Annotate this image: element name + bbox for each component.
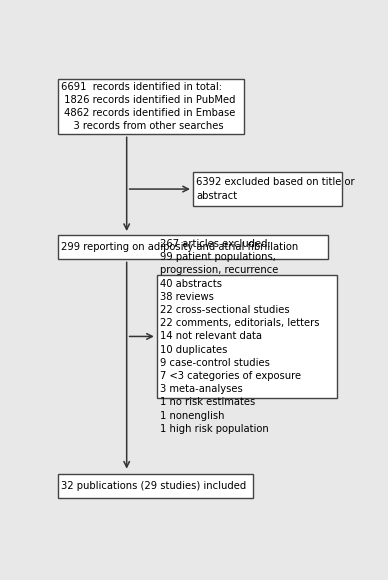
Text: 267 articles excluded:
99 patient populations,
progression, recurrence
40 abstra: 267 articles excluded: 99 patient popula… [160,239,320,434]
FancyBboxPatch shape [193,172,342,206]
Text: 6392 excluded based on title or
abstract: 6392 excluded based on title or abstract [196,177,355,201]
Text: 299 reporting on adiposity and atrial fibrillation: 299 reporting on adiposity and atrial fi… [61,242,298,252]
FancyBboxPatch shape [157,275,337,398]
FancyBboxPatch shape [57,474,253,498]
Text: 6691  records identified in total:
 1826 records identified in PubMed
 4862 reco: 6691 records identified in total: 1826 r… [61,82,236,131]
FancyBboxPatch shape [57,235,328,259]
FancyBboxPatch shape [57,78,244,135]
Text: 32 publications (29 studies) included: 32 publications (29 studies) included [61,481,246,491]
